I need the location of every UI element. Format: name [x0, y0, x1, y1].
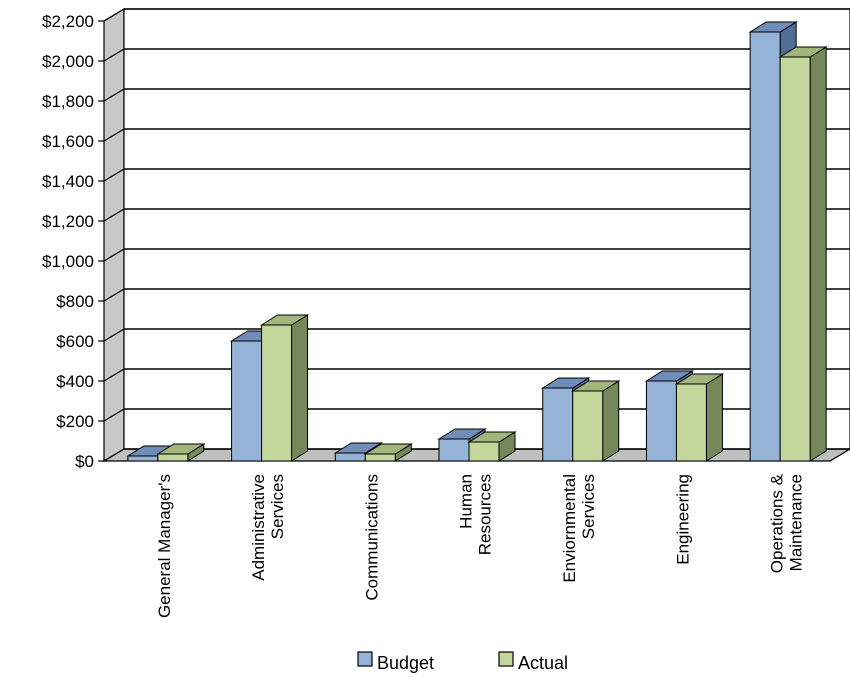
gridline-side	[103, 88, 125, 102]
y-tick-label: $1,200	[42, 212, 94, 231]
y-tick-label: $1,000	[42, 252, 94, 271]
gridline-side	[103, 128, 125, 142]
gridline-side	[103, 368, 125, 382]
y-tick-label: $1,800	[42, 92, 94, 111]
bar-budget	[231, 340, 263, 462]
gridline-side	[103, 208, 125, 222]
y-tick-label: $1,600	[42, 132, 94, 151]
x-category-label: Communications	[362, 474, 381, 601]
bar-side	[291, 314, 309, 462]
y-tick-label: $2,000	[42, 52, 94, 71]
x-category-label: Human	[457, 474, 476, 529]
bar-actual	[572, 390, 604, 462]
y-tick-label: $200	[56, 412, 94, 431]
x-category-label: Services	[579, 474, 598, 539]
bar-budget	[334, 452, 366, 462]
bar-budget	[127, 455, 159, 462]
gridline-side	[103, 448, 125, 462]
bars	[126, 21, 828, 462]
legend-label-budget: Budget	[377, 653, 434, 673]
x-category-label: Engineering	[673, 474, 692, 565]
gridline-side	[103, 168, 125, 182]
gridline-side	[103, 8, 125, 22]
x-category-label: Maintenance	[787, 474, 806, 571]
bar-actual	[468, 441, 500, 462]
y-tick-label: $0	[75, 452, 94, 471]
gridline-side	[103, 288, 125, 302]
bar-side	[705, 373, 723, 462]
bar-actual	[779, 56, 811, 462]
x-category-label: General Manager's	[155, 474, 174, 618]
bar-actual	[157, 453, 189, 462]
bar-budget	[438, 438, 470, 462]
bar-budget	[749, 31, 781, 462]
gridlines	[103, 8, 850, 462]
legend-label-actual: Actual	[518, 653, 568, 673]
x-category-label: Resources	[476, 474, 495, 555]
x-category-label: Administrative	[249, 474, 268, 581]
x-axis-category-labels: General Manager's Administrative Services C…	[155, 473, 806, 618]
bar-actual	[675, 383, 707, 462]
bar-budget	[645, 380, 677, 462]
x-category-label: Operations &	[768, 473, 787, 573]
left-wall	[103, 7, 125, 463]
y-tick-label: $800	[56, 292, 94, 311]
y-tick-label: $1,400	[42, 172, 94, 191]
bar-side	[602, 380, 620, 462]
bar-budget	[542, 387, 574, 462]
gridline-side	[103, 48, 125, 62]
y-axis-tick-labels: $0 $200 $400 $600 $800 $1,000 $1,200 $1,400 $1,6…	[42, 12, 104, 471]
y-tick-label: $600	[56, 332, 94, 351]
bar-actual	[261, 324, 293, 462]
y-tick-label: $2,200	[42, 12, 94, 31]
x-category-label: Enviornmental	[560, 474, 579, 583]
bar-side	[809, 46, 827, 462]
bar-actual	[364, 453, 396, 462]
gridline-side	[103, 248, 125, 262]
x-category-label: Services	[268, 474, 287, 539]
y-tick-label: $400	[56, 372, 94, 391]
legend: Budget Actual	[357, 651, 568, 673]
legend-swatch-budget	[357, 651, 373, 667]
gridline-side	[103, 328, 125, 342]
chart-walls	[101, 7, 850, 463]
legend-swatch-actual	[498, 651, 514, 667]
gridline-side	[103, 408, 125, 422]
